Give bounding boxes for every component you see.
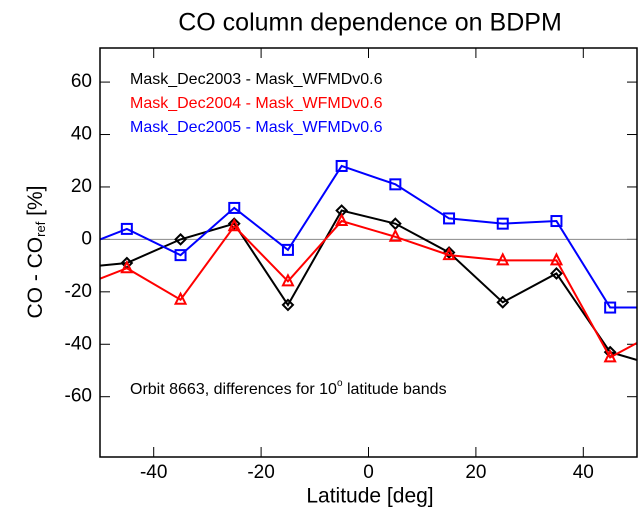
marker	[496, 252, 510, 266]
marker	[442, 246, 456, 261]
x-tick-label: 0	[363, 462, 374, 483]
marker	[68, 245, 78, 255]
marker	[120, 222, 133, 235]
x-tick-label: -40	[140, 462, 167, 483]
annotation-main: Orbit 8663, differences for 10	[130, 381, 337, 398]
y-tick-label: -40	[65, 333, 92, 354]
marker	[443, 212, 456, 225]
y-tick-label: 60	[71, 71, 92, 92]
y-tick-label: 0	[81, 228, 92, 249]
marker	[335, 212, 349, 227]
y-axis-label: CO - COref [%]	[24, 185, 49, 318]
annotation: Orbit 8663, differences for 10o latitude…	[130, 378, 447, 399]
legend-entry: Mask_Dec2003 - Mask_WFMDv0.6	[130, 71, 383, 88]
marker	[68, 263, 78, 273]
marker	[281, 298, 295, 312]
y-tick-label: 20	[71, 176, 92, 197]
y-label-main: CO - CO	[24, 237, 47, 319]
x-axis-label: Latitude [deg]	[306, 485, 433, 508]
y-label-sub: ref	[33, 221, 48, 237]
marker	[550, 215, 563, 228]
marker	[496, 217, 509, 230]
marker	[281, 243, 294, 256]
marker	[389, 178, 402, 191]
marker	[550, 267, 563, 280]
y-label-unit: [%]	[24, 185, 47, 221]
y-tick-label: -20	[65, 281, 92, 302]
series-line	[100, 209, 637, 362]
plot-area	[68, 159, 637, 363]
plot-frame	[99, 47, 638, 458]
series-line	[100, 219, 637, 359]
marker	[604, 301, 617, 314]
chart-title: CO column dependence on BDPM	[178, 9, 562, 37]
marker	[227, 217, 241, 231]
marker	[496, 295, 510, 309]
x-tick-label: -20	[247, 462, 274, 483]
series-line	[100, 164, 637, 309]
marker	[228, 201, 241, 214]
marker	[388, 228, 402, 242]
y-tick-label: -60	[65, 386, 92, 407]
marker	[281, 273, 295, 287]
marker	[227, 218, 241, 232]
y-tick-label: 40	[71, 124, 92, 145]
marker	[174, 249, 187, 262]
x-tick-label: 40	[573, 462, 594, 483]
marker	[335, 159, 348, 172]
annotation-sup: o	[337, 378, 343, 389]
marker	[173, 291, 188, 305]
marker	[120, 259, 134, 274]
legend-entry: Mask_Dec2004 - Mask_WFMDv0.6	[130, 95, 383, 112]
marker	[442, 246, 456, 259]
marker	[603, 349, 617, 363]
legend-entry: Mask_Dec2005 - Mask_WFMDv0.6	[130, 119, 383, 136]
marker	[174, 232, 187, 246]
x-tick-label: 20	[465, 462, 486, 483]
marker	[549, 252, 564, 266]
annotation-end: latitude bands	[343, 381, 447, 398]
